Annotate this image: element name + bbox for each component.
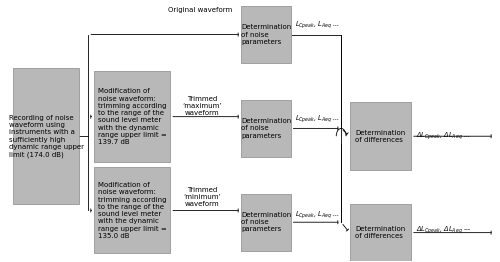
Text: ΔL$_{Cpeak}$, ΔL$_{Aeq}$ ...: ΔL$_{Cpeak}$, ΔL$_{Aeq}$ ... [416, 130, 470, 142]
FancyBboxPatch shape [350, 102, 411, 170]
Text: Determination
of differences: Determination of differences [355, 226, 406, 239]
Text: Trimmed
‘maximum’
waveform: Trimmed ‘maximum’ waveform [182, 96, 222, 116]
FancyBboxPatch shape [242, 6, 290, 63]
Text: L$_{Cpeak}$, L$_{Aeq}$ ...: L$_{Cpeak}$, L$_{Aeq}$ ... [296, 210, 341, 221]
Text: ΔL$_{Cpeak}$, ΔL$_{Aeq}$ ––: ΔL$_{Cpeak}$, ΔL$_{Aeq}$ –– [416, 224, 472, 236]
FancyBboxPatch shape [242, 194, 290, 251]
Text: Original waveform: Original waveform [168, 7, 232, 13]
Text: Determination
of noise
parameters: Determination of noise parameters [241, 118, 291, 139]
Text: Determination
of noise
parameters: Determination of noise parameters [241, 24, 291, 45]
Text: L$_{Cpeak}$, L$_{Aeq}$ ...: L$_{Cpeak}$, L$_{Aeq}$ ... [296, 20, 341, 31]
FancyBboxPatch shape [350, 204, 411, 261]
Text: L$_{Cpeak}$, L$_{Aeq}$ ...: L$_{Cpeak}$, L$_{Aeq}$ ... [296, 113, 341, 125]
FancyBboxPatch shape [242, 100, 290, 157]
FancyBboxPatch shape [94, 167, 170, 254]
FancyBboxPatch shape [13, 68, 80, 204]
Text: Trimmed
‘minimum’
waveform: Trimmed ‘minimum’ waveform [184, 187, 221, 208]
Text: Modification of
noise waveform:
trimming according
to the range of the
sound lev: Modification of noise waveform: trimming… [98, 182, 166, 239]
Text: Determination
of noise
parameters: Determination of noise parameters [241, 212, 291, 232]
Text: Recording of noise
waveform using
instruments with a
sufficiently high
dynamic r: Recording of noise waveform using instru… [8, 115, 84, 157]
Text: Modification of
noise waveform:
trimming according
to the range of the
sound lev: Modification of noise waveform: trimming… [98, 88, 166, 145]
FancyBboxPatch shape [94, 71, 170, 162]
Text: Determination
of differences: Determination of differences [355, 130, 406, 143]
